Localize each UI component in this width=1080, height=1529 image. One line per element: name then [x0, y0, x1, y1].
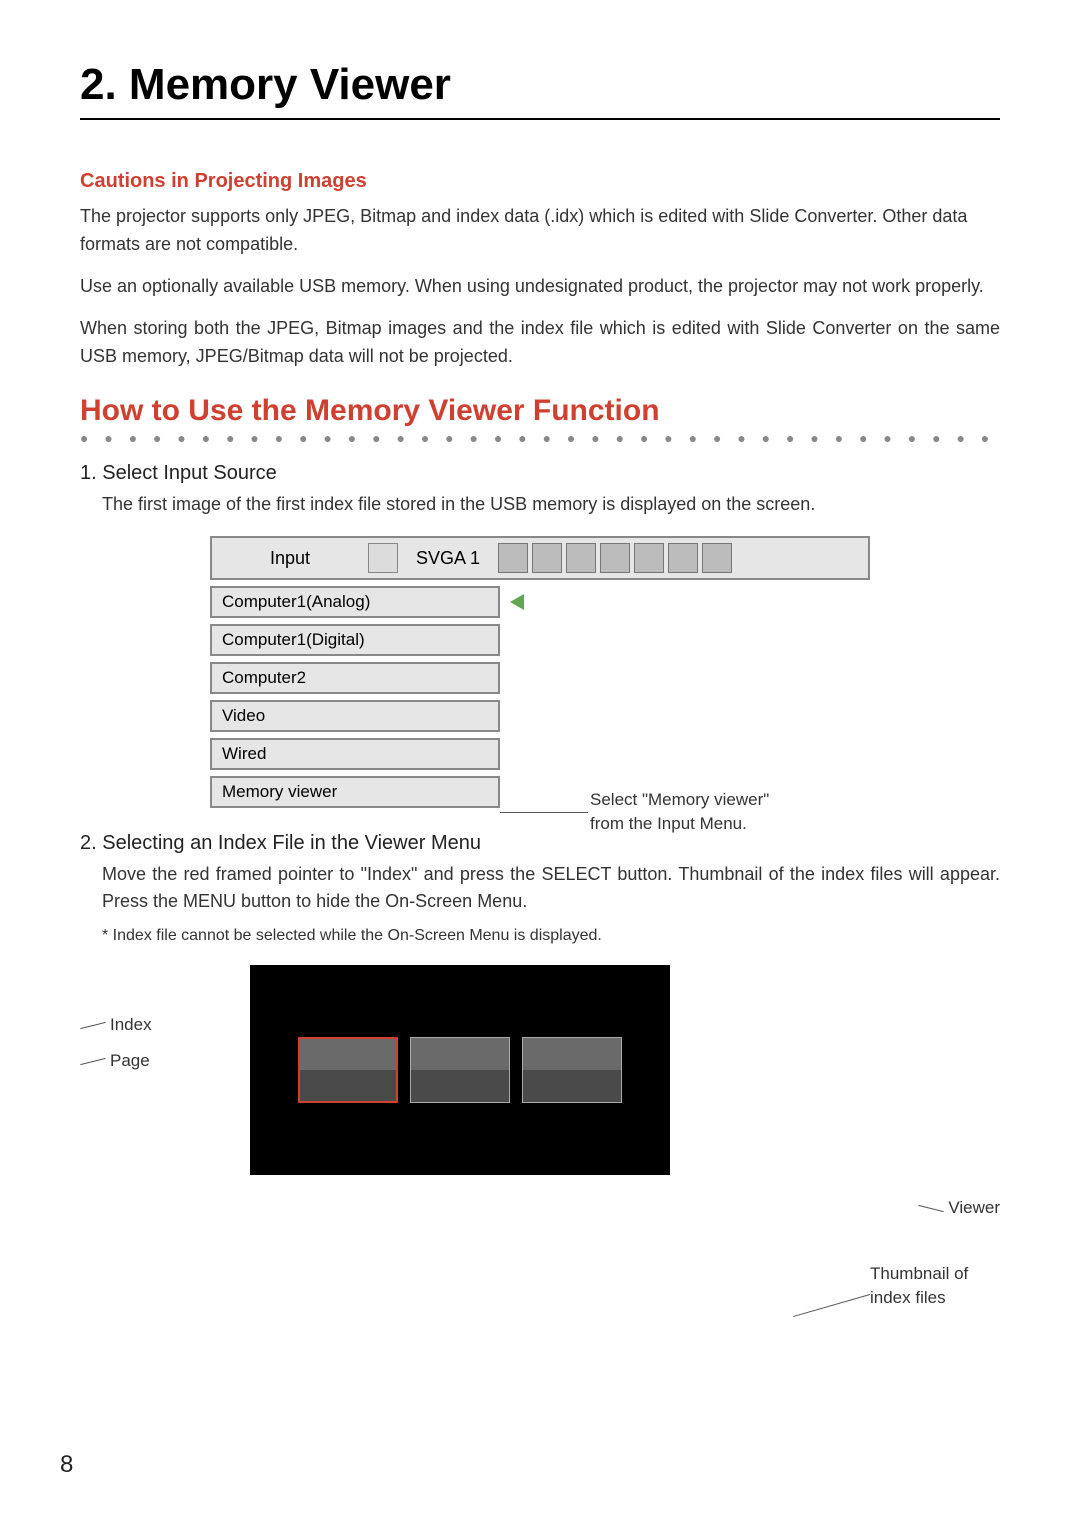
menu-callout: Select "Memory viewer" from the Input Me… — [590, 788, 769, 836]
thumbnail[interactable] — [522, 1037, 622, 1103]
menu-icon — [600, 543, 630, 573]
menu-icon — [668, 543, 698, 573]
menu-icon — [532, 543, 562, 573]
menu-icon — [702, 543, 732, 573]
viewer-callout: Viewer — [948, 1198, 1000, 1218]
dot-separator: ● ● ● ● ● ● ● ● ● ● ● ● ● ● ● ● ● ● ● ● … — [80, 430, 1000, 446]
step1-text: The first image of the first index file … — [102, 491, 1000, 518]
menu-list: Computer1(Analog) Computer1(Digital) Com… — [210, 586, 500, 808]
thumbnail[interactable] — [298, 1037, 398, 1103]
viewer-left-labels: Index Page — [80, 965, 230, 1087]
step2-text: Move the red framed pointer to "Index" a… — [102, 861, 1000, 915]
howto-heading: How to Use the Memory Viewer Function — [80, 394, 1000, 428]
step2-footnote: * Index file cannot be selected while th… — [102, 927, 1000, 945]
viewer-screen — [250, 965, 670, 1175]
menu-item[interactable]: Computer2 — [210, 662, 500, 694]
menu-icon — [566, 543, 596, 573]
menu-item[interactable]: Computer1(Digital) — [210, 624, 500, 656]
menu-header: Input SVGA 1 — [210, 536, 870, 580]
menu-callout-l1: Select "Memory viewer" — [590, 788, 769, 812]
menu-item[interactable]: Wired — [210, 738, 500, 770]
cautions-p3: When storing both the JPEG, Bitmap image… — [80, 315, 1000, 371]
page-title: 2. Memory Viewer — [80, 60, 1000, 120]
menu-callout-l2: from the Input Menu. — [590, 812, 769, 836]
menu-icon — [634, 543, 664, 573]
menu-icon — [498, 543, 528, 573]
cautions-heading: Cautions in Projecting Images — [80, 170, 1000, 193]
page-label: Page — [80, 1051, 230, 1071]
viewer-figure: Index Page — [80, 965, 1000, 1175]
input-menu-figure: Input SVGA 1 Computer1(Analog) Computer1… — [210, 536, 870, 808]
page-number: 8 — [60, 1451, 73, 1479]
thumbnail[interactable] — [410, 1037, 510, 1103]
cautions-p1: The projector supports only JPEG, Bitmap… — [80, 203, 1000, 259]
callout-line — [500, 812, 588, 813]
callout-line — [793, 1294, 870, 1317]
menu-header-label: Input — [220, 548, 360, 569]
step2-title: 2. Selecting an Index File in the Viewer… — [80, 832, 1000, 855]
menu-mode: SVGA 1 — [416, 548, 480, 569]
menu-icon-strip — [498, 543, 732, 573]
index-label: Index — [80, 1015, 230, 1035]
menu-item[interactable]: Video — [210, 700, 500, 732]
thumbnail-callout: Thumbnail of index files — [870, 1262, 1000, 1310]
menu-item[interactable]: Memory viewer — [210, 776, 500, 808]
step1-title: 1. Select Input Source — [80, 462, 1000, 485]
cautions-p2: Use an optionally available USB memory. … — [80, 273, 1000, 301]
menu-item[interactable]: Computer1(Analog) — [210, 586, 500, 618]
input-icon — [368, 543, 398, 573]
